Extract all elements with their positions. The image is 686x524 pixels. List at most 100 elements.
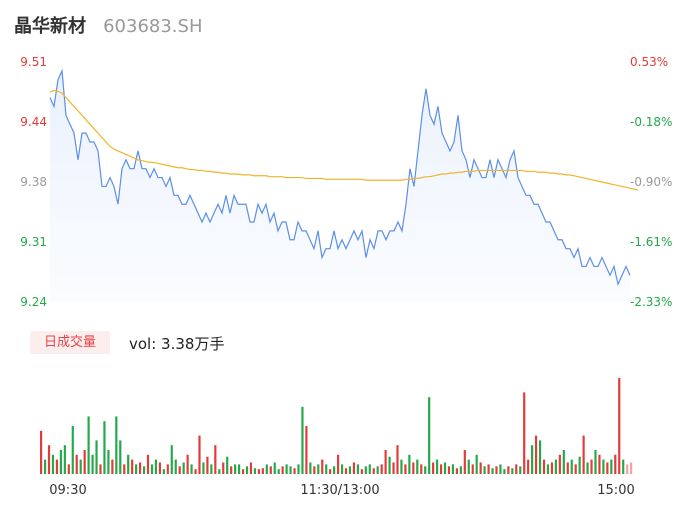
volume-bar: [348, 466, 352, 474]
volume-bar: [142, 466, 146, 474]
volume-bar: [519, 466, 522, 474]
y-tick-right: -0.18%: [630, 115, 672, 129]
volume-bar: [182, 462, 185, 474]
price-panel: [49, 68, 639, 302]
volume-bar: [531, 445, 534, 474]
volume-bar: [598, 454, 601, 474]
volume-bar: [499, 464, 502, 474]
volume-bar: [139, 462, 142, 474]
volume-bar: [269, 466, 272, 474]
volume-bar: [428, 397, 431, 474]
volume-bar: [337, 454, 340, 474]
volume-bar: [321, 459, 324, 474]
volume-bar: [610, 459, 613, 474]
volume-bar: [451, 464, 455, 474]
volume-bar: [447, 466, 451, 474]
volume-bar: [245, 466, 249, 474]
y-tick-right: 0.53%: [630, 55, 668, 69]
volume-bar: [523, 392, 526, 474]
volume-bar: [317, 464, 320, 474]
volume-bar: [404, 464, 407, 474]
volume-bar: [249, 462, 253, 474]
volume-bar: [590, 459, 593, 474]
volume-bar: [602, 459, 605, 474]
volume-bar: [241, 469, 245, 474]
volume-bar: [79, 459, 82, 474]
volume-bar: [194, 469, 197, 474]
volume-bar: [257, 469, 260, 474]
y-tick-left: 9.24: [20, 295, 47, 309]
volume-bar: [475, 454, 478, 474]
volume-bar: [289, 466, 292, 474]
volume-bar: [420, 464, 423, 474]
volume-bar: [372, 468, 375, 474]
volume-bar: [546, 464, 550, 474]
volume-bar: [71, 426, 74, 474]
stock-name: 晶华新材: [14, 16, 86, 37]
price-line: [49, 68, 631, 287]
volume-bar: [166, 464, 169, 474]
volume-bar: [119, 440, 122, 474]
volume-bar: [570, 459, 573, 474]
volume-bar: [285, 464, 288, 474]
volume-bar: [436, 459, 439, 474]
volume-bar: [230, 466, 233, 474]
volume-bar: [170, 445, 173, 474]
volume-label: vol: 3.38万手: [129, 335, 225, 353]
volume-bar: [416, 459, 419, 474]
volume-bar: [59, 450, 62, 474]
volume-bar: [408, 454, 411, 474]
volume-bar: [574, 464, 577, 474]
volume-bar: [301, 406, 304, 474]
volume-bar: [51, 454, 55, 474]
volume-bar: [162, 469, 165, 474]
volume-bar: [344, 468, 348, 474]
volume-bar: [515, 464, 518, 474]
volume-bar: [261, 468, 264, 474]
volume-bar: [127, 454, 130, 474]
volume-bar: [218, 469, 221, 474]
volume-bar: [463, 450, 466, 474]
volume-bar: [479, 462, 482, 474]
volume-bar: [103, 421, 106, 474]
volume-bar: [253, 468, 257, 474]
volume-bar: [630, 462, 633, 474]
volume-bar: [293, 468, 296, 474]
axis-labels: 9.51 9.44 9.38 9.31 9.24 0.53% -0.18% -0…: [20, 55, 672, 498]
volume-bar: [594, 450, 597, 474]
volume-bar: [214, 445, 217, 474]
volume-bar: [265, 464, 268, 474]
volume-bar: [380, 464, 383, 474]
volume-bar: [111, 459, 114, 474]
volume-bar: [388, 456, 391, 474]
volume-bar: [123, 464, 126, 474]
volume-bar: [186, 454, 189, 474]
volume-bar: [340, 464, 344, 474]
volume-bar: [566, 462, 569, 474]
volume-bar: [226, 456, 229, 474]
volume-bar: [95, 440, 98, 474]
volume-bar: [131, 459, 134, 474]
volume-bar: [75, 454, 78, 474]
volume-bar: [135, 464, 138, 474]
volume-bar: [63, 445, 66, 474]
y-tick-left: 9.31: [20, 235, 47, 249]
volume-bar: [606, 462, 609, 474]
volume-bar: [99, 464, 102, 474]
x-tick: 11:30/13:00: [300, 483, 379, 498]
volume-bar: [368, 464, 371, 474]
volume-bar: [618, 378, 621, 474]
volume-bar: [550, 462, 554, 474]
volume-bar: [325, 464, 328, 474]
volume-bar: [578, 456, 581, 474]
volume-bar: [198, 435, 201, 474]
x-tick: 09:30: [49, 483, 86, 498]
volume-bar: [400, 459, 403, 474]
volume-bar: [150, 464, 154, 474]
stock-code: 603683.SH: [103, 16, 203, 37]
volume-bar: [582, 435, 585, 474]
volume-bar: [154, 459, 158, 474]
volume-bar: [487, 464, 490, 474]
volume-panel: [40, 378, 633, 474]
